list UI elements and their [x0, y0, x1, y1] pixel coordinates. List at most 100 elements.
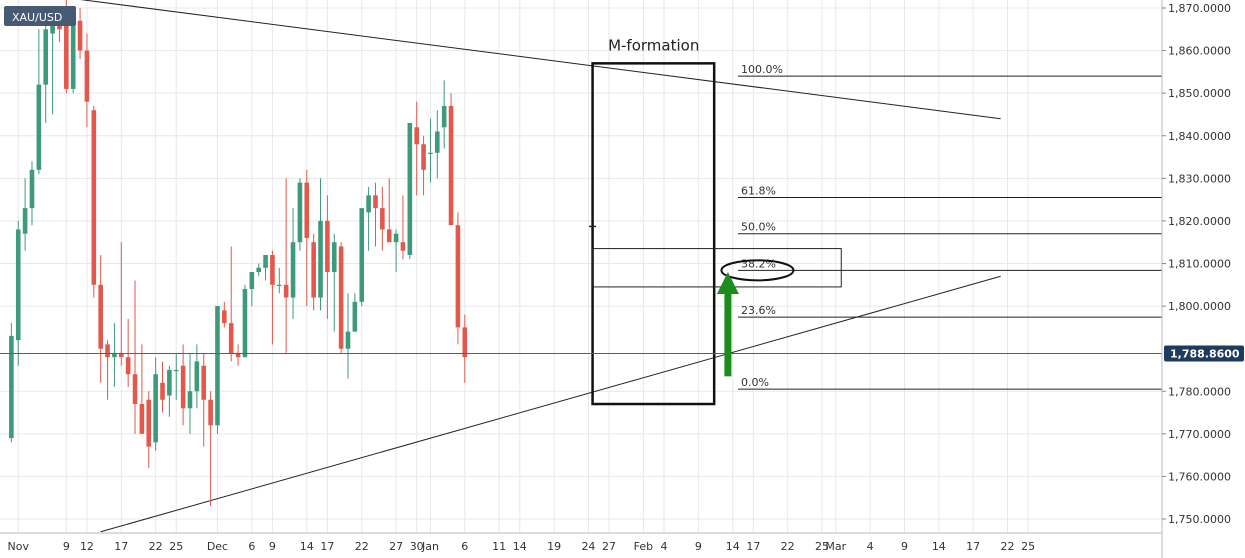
x-tick-label-4: 22	[149, 540, 163, 553]
x-tick-label-14: Jan	[421, 540, 439, 553]
candle-body	[352, 301, 358, 332]
candle-body	[435, 131, 440, 153]
upper-trendline	[80, 0, 1001, 120]
candle-body	[373, 195, 378, 209]
candle-body	[297, 182, 303, 243]
candle-body	[448, 105, 454, 226]
candle-body	[105, 344, 110, 358]
x-tick-label-9: 14	[300, 540, 314, 553]
candle-body	[112, 352, 117, 358]
candle-body	[455, 225, 461, 328]
candle-body	[256, 267, 261, 273]
candle-body	[311, 242, 316, 298]
fibonacci-levels: 100.0% 61.8% 50.0% 38.2% 23.6% 0.0%	[738, 63, 1162, 390]
fib-38-ellipse	[720, 259, 795, 282]
x-tick-label-0: Nov	[8, 540, 30, 553]
candle-body	[160, 382, 165, 400]
x-tick-label-5: 25	[169, 540, 183, 553]
candle-body	[187, 391, 193, 409]
candle-body	[173, 369, 179, 372]
candle-body	[222, 310, 227, 324]
x-tick-label-19: 24	[581, 540, 595, 553]
y-tick-label-5: 1,820.0000	[1168, 215, 1231, 228]
candle-body	[118, 352, 124, 358]
retracement-zone	[592, 248, 842, 288]
candle-body	[91, 110, 97, 285]
x-tick-label-33: 22	[1001, 540, 1015, 553]
candle-body	[441, 105, 447, 128]
candle-body	[194, 361, 200, 392]
y-tick-label-0: 1,870.0000	[1168, 2, 1231, 15]
candle-body	[77, 20, 83, 51]
candle-body	[242, 289, 248, 358]
candle-body	[208, 399, 213, 426]
candle-body	[414, 127, 419, 145]
y-tick-label-6: 1,810.0000	[1168, 258, 1231, 271]
candle-body	[331, 242, 337, 273]
candle-body	[318, 220, 323, 298]
candle-body	[277, 284, 282, 286]
x-tick-label-21: Feb	[634, 540, 653, 553]
symbol-tag	[4, 6, 76, 26]
y-tick-label-11: 1,750.0000	[1168, 513, 1231, 526]
candle-body	[338, 246, 344, 349]
x-tick-label-20: 27	[602, 540, 616, 553]
candle-body	[366, 195, 371, 213]
y-tick-label-8: 1,780.0000	[1168, 385, 1231, 398]
candle-body	[70, 20, 76, 89]
candle-body	[325, 220, 330, 273]
lower-trendline	[100, 275, 1001, 533]
x-tick-label-1: 9	[63, 540, 70, 553]
candles	[9, 0, 468, 507]
x-tick-label-12: 27	[389, 540, 403, 553]
y-tick-label-2: 1,850.0000	[1168, 87, 1231, 100]
x-tick-label-13: 30	[410, 540, 424, 553]
x-tick-label-31: 14	[932, 540, 946, 553]
candle-body	[290, 242, 296, 298]
x-tick-label-30: 9	[901, 540, 908, 553]
current-price-tag	[1164, 345, 1244, 362]
arrow-up-icon	[716, 272, 739, 295]
x-tick-label-16: 11	[492, 540, 506, 553]
candle-body	[50, 20, 55, 34]
x-tick-label-27: 25	[815, 540, 829, 553]
y-tick-label-3: 1,840.0000	[1168, 130, 1231, 143]
x-tick-label-22: 4	[661, 540, 668, 553]
candle-body	[153, 374, 158, 443]
candle-body	[9, 335, 14, 439]
candle-body	[407, 122, 413, 255]
candle-body	[283, 284, 289, 298]
candle-body	[98, 284, 103, 349]
current-price-label: 1,788.8600	[1170, 348, 1240, 361]
m-formation-box	[591, 62, 716, 406]
candle-body	[201, 365, 207, 400]
fib-label-3: 38.2%	[741, 257, 776, 270]
x-tick-label-6: Dec	[207, 540, 228, 553]
x-tick-label-23: 9	[695, 540, 702, 553]
candle-body	[304, 182, 310, 238]
x-tick-label-7: 6	[248, 540, 255, 553]
candle-body	[215, 306, 220, 426]
x-tick-label-17: 14	[513, 540, 527, 553]
candle-body	[386, 229, 392, 243]
candle-body	[132, 374, 138, 405]
candle-body	[462, 327, 468, 358]
candle-body	[345, 331, 351, 349]
candle-body	[421, 144, 426, 170]
candle-body	[15, 229, 21, 341]
candle-body	[263, 254, 268, 268]
y-tick-label-1: 1,860.0000	[1168, 45, 1231, 58]
candle-body	[43, 29, 49, 85]
candle-body	[393, 233, 399, 243]
y-tick-label-9: 1,770.0000	[1168, 428, 1231, 441]
fib-label-0: 100.0%	[741, 63, 783, 76]
candle-body	[167, 369, 172, 396]
x-tick-label-24: 14	[726, 540, 740, 553]
x-tick-label-2: 12	[80, 540, 94, 553]
trendlines	[80, 0, 1001, 533]
fib-label-4: 23.6%	[741, 304, 776, 317]
x-tick-label-3: 17	[114, 540, 128, 553]
candle-body	[64, 25, 69, 89]
